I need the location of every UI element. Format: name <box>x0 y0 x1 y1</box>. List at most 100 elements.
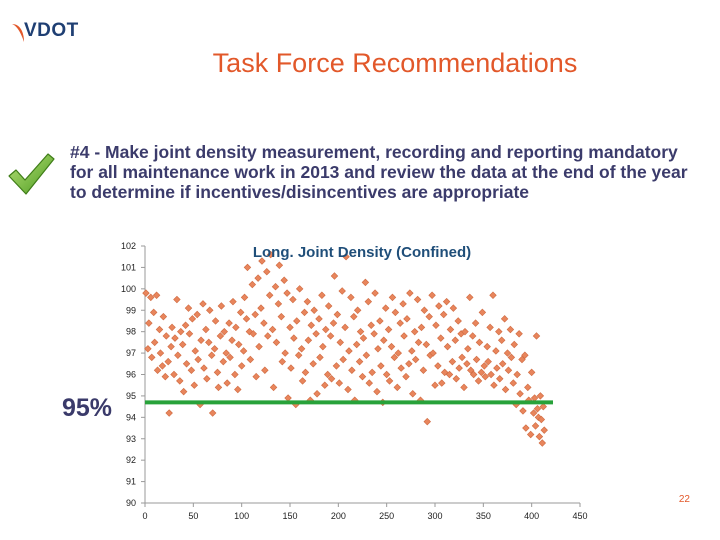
x-tick-label: 50 <box>188 511 198 521</box>
x-tick-label: 400 <box>524 511 539 521</box>
data-point <box>414 338 423 347</box>
data-point <box>516 390 524 398</box>
data-point <box>428 291 436 299</box>
data-point <box>231 370 239 379</box>
data-point <box>173 295 181 304</box>
page-number: 22 <box>678 494 690 505</box>
data-point <box>535 432 544 441</box>
data-point <box>454 317 462 325</box>
data-point <box>507 353 516 362</box>
threshold-label: 95% <box>62 394 113 422</box>
data-point <box>228 336 236 344</box>
data-point <box>539 402 547 411</box>
vdot-logo <box>12 24 24 42</box>
data-point <box>503 349 512 357</box>
data-point <box>161 372 170 381</box>
data-point <box>529 409 538 417</box>
data-point <box>467 366 475 374</box>
y-tick-label: 94 <box>126 412 136 422</box>
data-point <box>501 385 510 394</box>
x-tick-label: 0 <box>142 511 147 521</box>
data-point <box>431 381 439 389</box>
data-point <box>303 297 312 306</box>
data-point <box>289 295 297 304</box>
data-point <box>423 417 431 426</box>
data-point <box>266 250 275 259</box>
data-point <box>203 375 211 383</box>
data-point <box>147 293 155 302</box>
data-point <box>498 360 507 368</box>
data-point <box>402 372 410 381</box>
data-point <box>359 334 368 342</box>
data-point <box>500 315 509 323</box>
data-point <box>362 351 371 359</box>
data-point <box>478 308 487 317</box>
data-point <box>463 360 471 368</box>
data-point <box>178 340 187 349</box>
data-point <box>207 351 216 359</box>
data-point <box>165 409 173 417</box>
data-point <box>449 304 458 312</box>
data-point <box>162 332 170 340</box>
data-point <box>425 312 433 321</box>
data-point <box>321 381 329 389</box>
data-point <box>145 319 153 327</box>
data-point <box>324 302 333 310</box>
data-point <box>374 345 382 353</box>
data-point <box>149 308 158 317</box>
data-point <box>300 308 309 317</box>
y-tick-label: 92 <box>126 455 136 465</box>
data-point <box>170 370 178 379</box>
data-point <box>475 338 484 347</box>
data-point <box>310 306 318 314</box>
data-point <box>301 368 310 377</box>
data-point <box>274 300 283 308</box>
data-point <box>487 370 495 379</box>
data-point <box>345 347 353 355</box>
data-point <box>469 370 478 379</box>
data-point <box>538 439 547 447</box>
data-point <box>286 323 294 332</box>
data-point <box>367 321 375 329</box>
data-point <box>197 336 205 344</box>
data-point <box>260 319 268 327</box>
data-point <box>290 334 298 342</box>
data-point <box>509 379 518 387</box>
data-point <box>387 342 396 351</box>
data-point <box>144 345 152 353</box>
data-point <box>236 308 245 317</box>
data-point <box>332 362 341 370</box>
data-point <box>255 342 263 351</box>
data-point <box>471 319 480 327</box>
data-point <box>251 310 259 319</box>
data-point <box>377 362 385 370</box>
data-point <box>167 342 175 351</box>
data-point <box>240 293 249 302</box>
data-point <box>536 392 545 400</box>
data-point <box>385 377 394 385</box>
data-point <box>333 310 342 319</box>
data-point <box>405 360 413 368</box>
y-tick-label: 91 <box>126 477 136 487</box>
data-point <box>211 317 220 325</box>
data-point <box>171 334 179 342</box>
data-point <box>265 291 274 299</box>
x-tick-label: 100 <box>234 511 249 521</box>
data-point <box>174 351 182 359</box>
data-point <box>179 387 188 396</box>
data-point <box>335 379 344 387</box>
data-point <box>205 338 213 347</box>
data-point <box>365 379 373 387</box>
data-point <box>451 336 460 344</box>
data-point <box>352 340 361 349</box>
data-point <box>397 364 405 372</box>
data-point <box>455 364 463 372</box>
data-point <box>388 293 397 302</box>
y-tick-label: 102 <box>121 241 136 251</box>
data-point <box>484 357 492 366</box>
data-point <box>409 390 417 398</box>
data-point <box>237 362 246 370</box>
data-point <box>326 332 335 340</box>
data-point <box>148 353 156 362</box>
